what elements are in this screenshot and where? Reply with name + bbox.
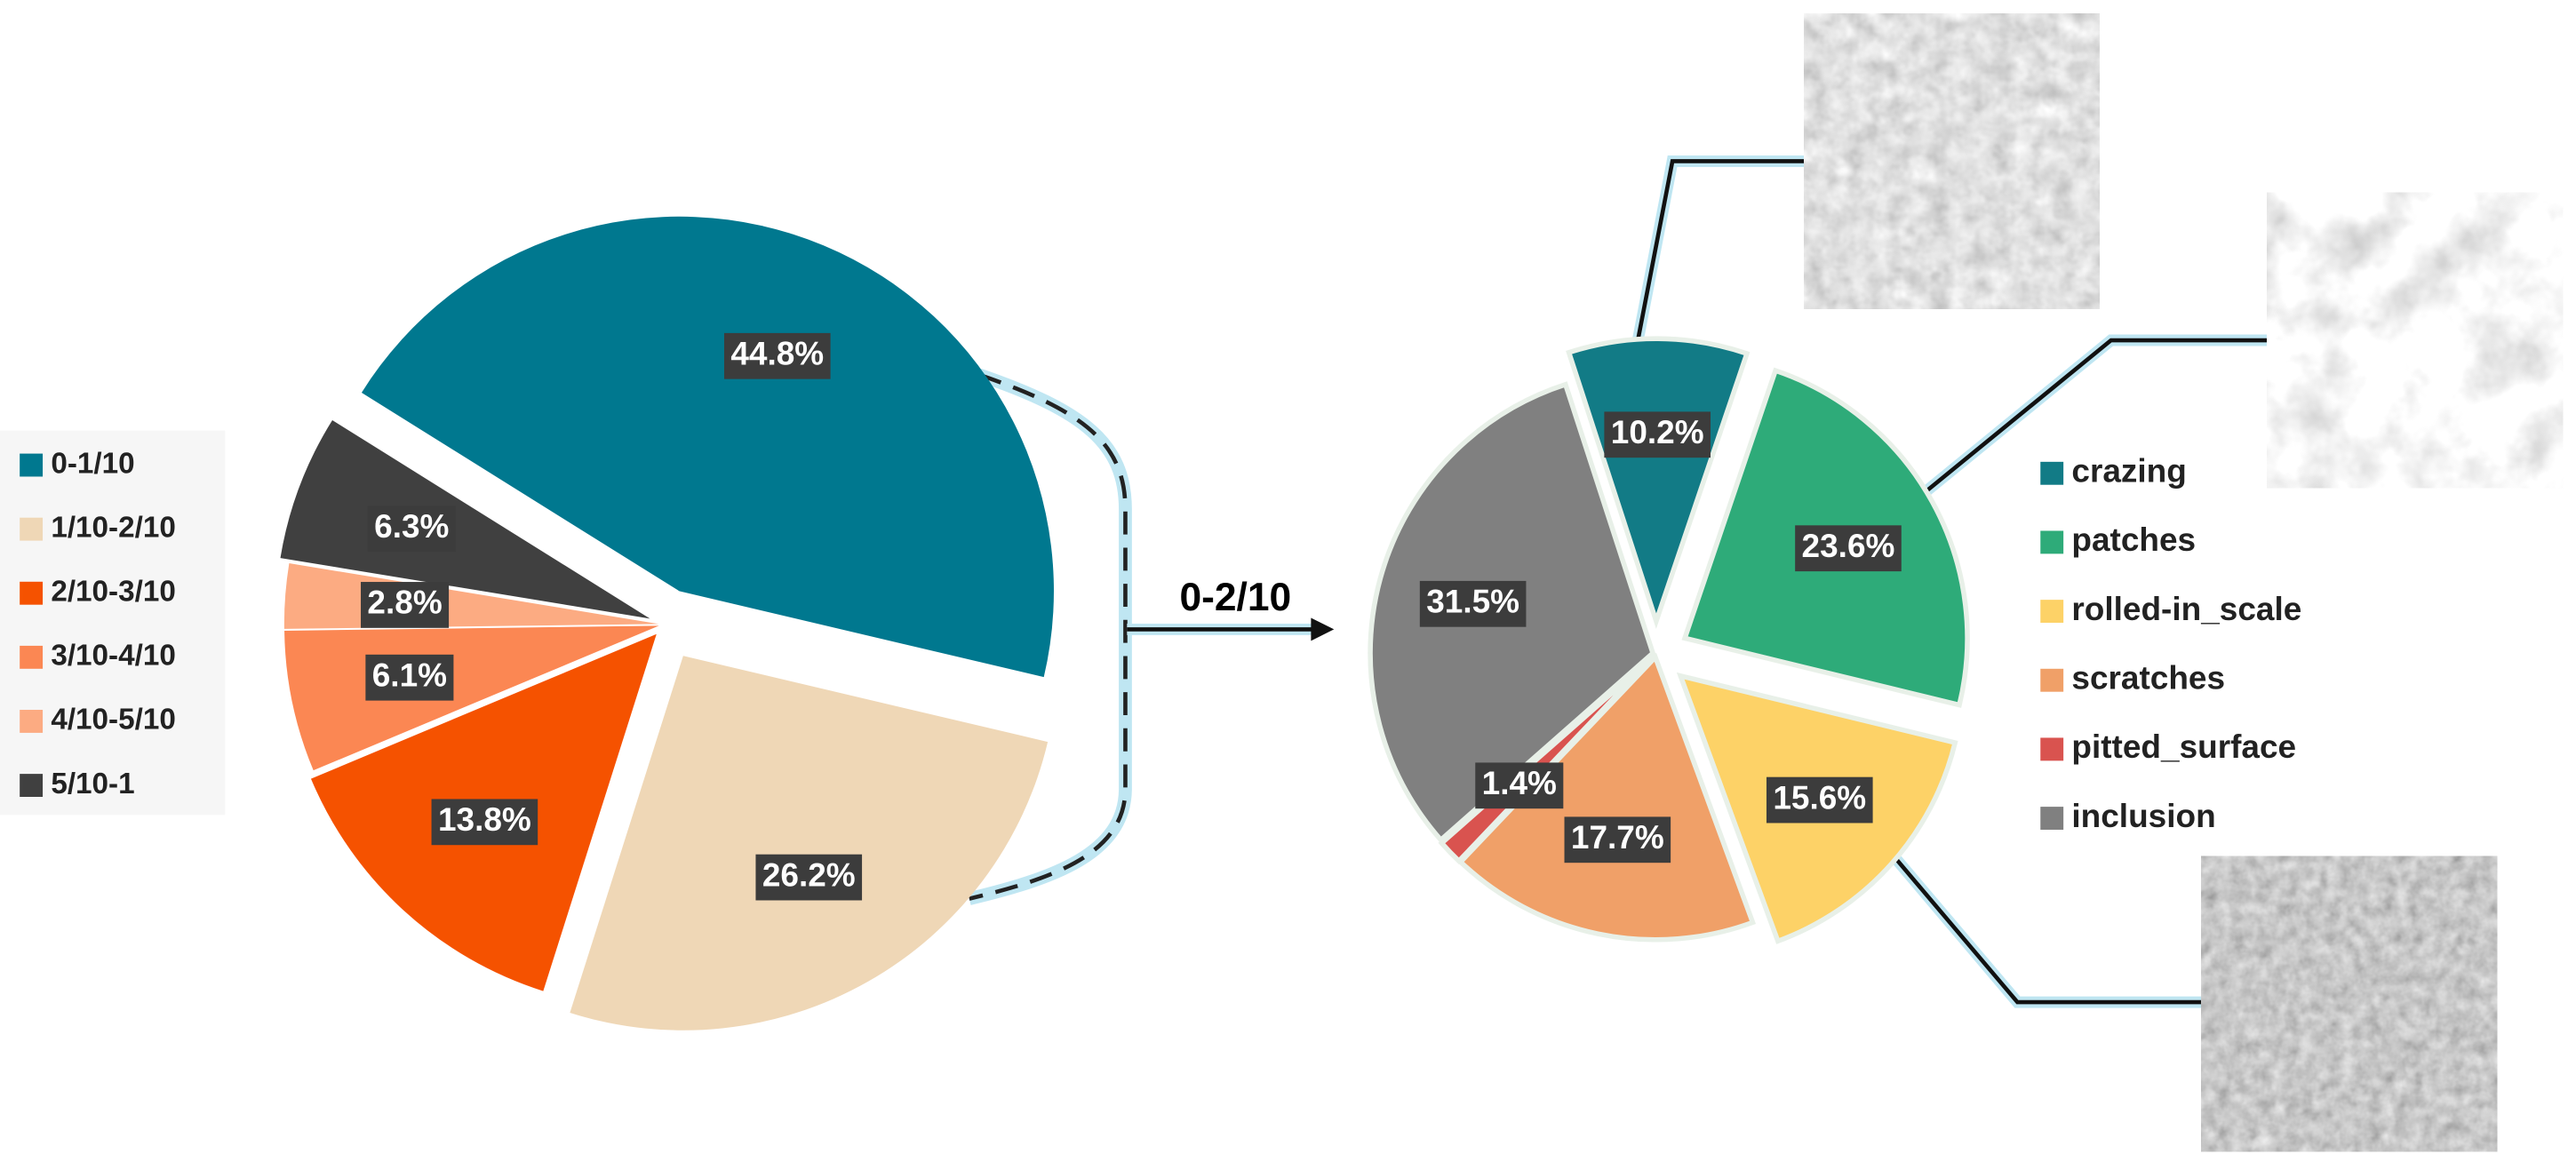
legend-label: inclusion — [2071, 798, 2215, 834]
value-label: 6.1% — [372, 657, 447, 693]
value-label-box — [367, 505, 456, 553]
legend-label: pitted_surface — [2071, 728, 2296, 765]
value-label: 10.2% — [1611, 414, 1704, 450]
legend-label: patches — [2071, 521, 2196, 558]
value-label: 6.3% — [374, 508, 449, 545]
value-label: 26.2% — [762, 856, 856, 893]
value-label-box — [723, 332, 831, 379]
legend-label: 0-1/10 — [51, 447, 134, 480]
connector — [968, 368, 1335, 905]
value-label-box — [1475, 762, 1564, 809]
pie-slice — [280, 419, 650, 619]
defect-image — [2267, 192, 2564, 489]
legend-swatch — [2040, 530, 2064, 554]
legend-swatch — [20, 453, 44, 477]
pie-slice — [1438, 654, 1655, 865]
pie-slice — [1456, 652, 1757, 943]
legend-label: 4/10-5/10 — [51, 704, 176, 736]
legend-label: crazing — [2071, 453, 2186, 489]
legend-label: scratches — [2071, 659, 2225, 696]
value-label-box — [755, 854, 863, 901]
value-label-box — [1795, 525, 1902, 572]
value-label: 23.6% — [1802, 528, 1895, 564]
legend-label: 2/10-3/10 — [51, 576, 176, 609]
legend-label: 1/10-2/10 — [51, 511, 176, 544]
legend-swatch — [20, 710, 44, 733]
value-label-box — [361, 582, 450, 628]
value-label-box — [1564, 816, 1671, 864]
value-label-box — [431, 799, 538, 846]
callouts — [1631, 155, 2276, 1008]
arrow-label: 0-2/10 — [1179, 576, 1291, 619]
legend-swatch — [2040, 737, 2064, 761]
defect-image — [2201, 856, 2498, 1152]
legend-box — [0, 430, 226, 816]
value-label: 1.4% — [1482, 765, 1557, 801]
value-label-box — [1604, 411, 1711, 458]
pie-slice — [1566, 336, 1751, 629]
value-label: 15.6% — [1773, 779, 1866, 816]
legend-swatch — [2040, 668, 2064, 692]
legend-swatch — [2040, 600, 2064, 624]
legend-label: 3/10-4/10 — [51, 640, 176, 673]
value-label-box — [1766, 776, 1873, 824]
value-label: 17.7% — [1571, 819, 1664, 856]
pie-slice — [361, 216, 1054, 678]
value-label-box — [365, 654, 454, 701]
legend-swatch — [20, 774, 44, 798]
value-label: 44.8% — [730, 336, 824, 372]
pie-slice — [570, 656, 1049, 1031]
legend-label: 5/10-1 — [51, 768, 134, 800]
legend-swatch — [20, 645, 44, 669]
legend-swatch — [20, 581, 44, 605]
legend-swatch — [2040, 461, 2064, 485]
legend-swatch — [2040, 807, 2064, 830]
value-label-box — [1419, 580, 1527, 627]
value-label: 13.8% — [438, 801, 531, 838]
defect-image — [1804, 13, 2100, 309]
value-label: 2.8% — [367, 585, 442, 621]
legend-swatch — [20, 517, 44, 541]
legend-label: rolled-in_scale — [2071, 591, 2301, 627]
value-label: 31.5% — [1426, 584, 1519, 620]
